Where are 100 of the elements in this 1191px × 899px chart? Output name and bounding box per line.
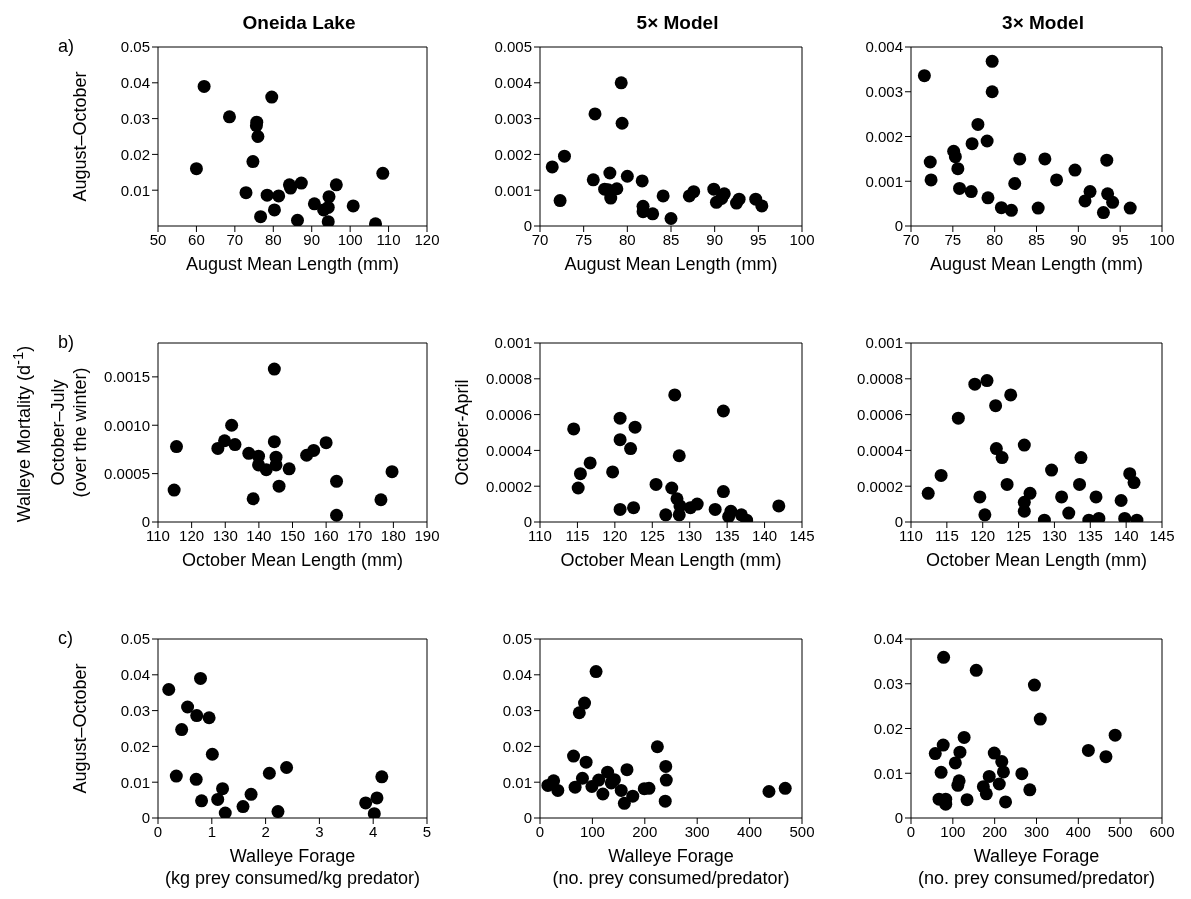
point — [982, 769, 996, 783]
point — [272, 189, 286, 203]
x-tick-label: 80 — [264, 230, 282, 248]
x-tick-label: 130 — [1041, 526, 1067, 544]
point — [957, 730, 971, 744]
x-tick-label: 115 — [565, 526, 590, 544]
point — [668, 388, 682, 402]
y-tick-label: 0.0006 — [857, 405, 903, 423]
y-tick-label: 0.0005 — [104, 464, 150, 482]
point — [762, 785, 776, 799]
x-tick-label: 500 — [1107, 822, 1133, 840]
point — [197, 79, 211, 93]
point — [588, 107, 602, 121]
point — [987, 746, 1001, 760]
x-tick-label: 145 — [1149, 526, 1175, 544]
y-tick-label: 0.0008 — [486, 370, 532, 388]
point — [578, 696, 592, 710]
point — [260, 188, 274, 202]
y-tick-label: 0.05 — [502, 630, 532, 648]
point — [575, 771, 589, 785]
point — [992, 777, 1006, 791]
point — [755, 199, 769, 213]
point — [262, 766, 276, 780]
point — [659, 759, 673, 773]
point — [1127, 476, 1141, 490]
point — [1004, 388, 1018, 402]
point — [610, 182, 624, 196]
point — [1050, 173, 1064, 187]
point — [948, 756, 962, 770]
x-tick-label: 500 — [789, 822, 815, 840]
x-tick-label: 140 — [246, 526, 272, 544]
point — [330, 474, 344, 488]
x-tick-label: 130 — [212, 526, 238, 544]
point — [367, 807, 381, 818]
x-axis-title: October Mean Length (mm) — [925, 550, 1148, 570]
point — [589, 665, 603, 679]
point — [924, 173, 938, 187]
x-axis-title: Walleye Forage (no. prey consumed/predator) — [552, 846, 790, 888]
point — [1073, 477, 1087, 491]
point — [665, 481, 679, 495]
chart-title: 5× Model — [635, 12, 720, 34]
point — [1045, 463, 1059, 477]
point — [981, 191, 995, 205]
point — [319, 436, 333, 450]
x-tick-label: 120 — [179, 526, 205, 544]
point — [613, 502, 627, 516]
y-tick-label: 0.005 — [494, 38, 532, 56]
point — [259, 463, 273, 477]
point — [551, 783, 565, 797]
y-tick-label: 0.03 — [120, 701, 150, 719]
point — [265, 90, 279, 104]
point — [1017, 504, 1031, 518]
y-tick-label: 0.0002 — [486, 477, 532, 495]
point — [1062, 506, 1076, 520]
point — [330, 508, 344, 522]
point — [953, 181, 967, 195]
point — [613, 411, 627, 425]
x-tick-label: 200 — [982, 822, 1008, 840]
x-tick-label: 5 — [422, 822, 432, 840]
point — [1055, 490, 1069, 504]
point — [707, 182, 721, 196]
y-tick-label: 0.05 — [120, 38, 150, 56]
y-tick-label: 0.0006 — [486, 405, 532, 423]
x-tick-label: 130 — [677, 526, 703, 544]
point — [978, 508, 992, 522]
point — [989, 399, 1003, 413]
point — [1027, 678, 1041, 692]
y-tick-label: 0.001 — [865, 172, 903, 190]
y-tick-label: 0.0002 — [857, 477, 903, 495]
text: b) — [58, 332, 75, 353]
point — [732, 192, 746, 206]
x-tick-label: 140 — [752, 526, 778, 544]
point — [568, 780, 582, 794]
point — [650, 740, 664, 754]
point — [246, 492, 260, 506]
point — [547, 774, 561, 788]
y-tick-label: 0.05 — [120, 630, 150, 648]
point — [189, 162, 203, 176]
x-tick-label: 300 — [1023, 822, 1050, 840]
point — [937, 650, 951, 664]
point — [586, 173, 600, 187]
point — [965, 137, 979, 151]
point — [1100, 153, 1114, 167]
point — [329, 178, 343, 192]
y-tick-label: 0 — [894, 217, 903, 235]
y-tick-label: 0.001 — [494, 181, 532, 199]
point — [971, 117, 985, 131]
point — [672, 508, 686, 522]
y-tick-label: 0.01 — [502, 773, 532, 791]
x-tick-label: 600 — [1149, 822, 1175, 840]
point — [195, 794, 209, 808]
point — [664, 211, 678, 225]
x-tick-label: 80 — [618, 230, 636, 248]
point — [175, 723, 189, 737]
point — [579, 755, 593, 769]
point — [708, 502, 722, 516]
chart-title: Oneida Lake — [241, 12, 357, 34]
y-axis-title: October–July (over the winter) — [48, 367, 90, 498]
point — [951, 162, 965, 176]
x-tick-label: 70 — [531, 230, 549, 248]
